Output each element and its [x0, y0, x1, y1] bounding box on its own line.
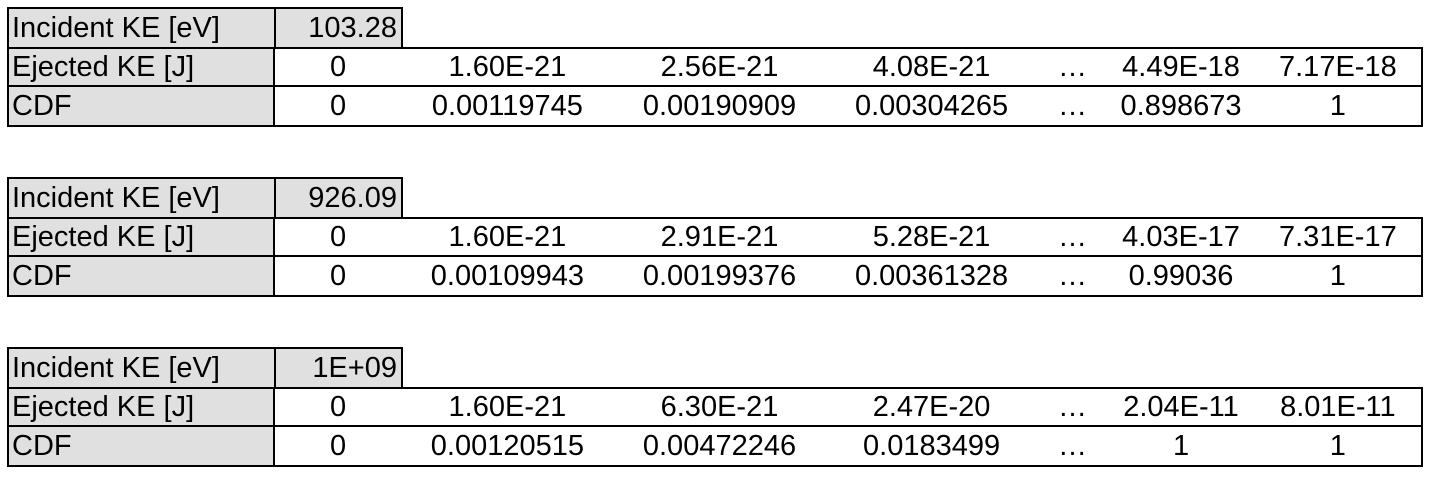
cdf-value[interactable]: 0.00190909	[642, 89, 797, 122]
cdf-value[interactable]: 0.00472246	[642, 429, 797, 462]
incident-label[interactable]: Incident KE [eV]	[7, 347, 276, 387]
cdf-value[interactable]: 0.00199376	[642, 259, 797, 292]
ejected-value[interactable]: 0	[330, 390, 347, 423]
cdf-row: CDF 0 0.00119745 0.00190909 0.00304265 … 0.898…	[7, 85, 1423, 127]
cdf-label[interactable]: CDF	[9, 427, 275, 465]
incident-value[interactable]: 1E+09	[276, 347, 403, 387]
ejected-value[interactable]: 8.01E-11	[1280, 390, 1396, 423]
cdf-value[interactable]: 1	[1329, 429, 1346, 462]
ejected-value[interactable]: …	[1057, 220, 1087, 253]
ejected-value[interactable]: 5.28E-21	[872, 220, 991, 253]
data-table: Incident KE [eV] 926.09 Ejected KE [J] 0 1.6…	[7, 177, 1423, 297]
ejected-value[interactable]: 2.56E-21	[660, 50, 779, 83]
cdf-value[interactable]: 1	[1329, 259, 1346, 292]
ejected-value[interactable]: 7.17E-18	[1279, 50, 1397, 83]
ejected-value[interactable]: …	[1057, 50, 1087, 83]
ejected-label[interactable]: Ejected KE [J]	[9, 219, 275, 255]
cdf-row: CDF 0 0.00109943 0.00199376 0.00361328 … 0.990…	[7, 255, 1423, 297]
ejected-value[interactable]: 6.30E-21	[660, 390, 779, 423]
ejected-row: Ejected KE [J] 0 1.60E-21 2.56E-21 4.08E-21 ……	[7, 47, 1423, 87]
ejected-value[interactable]: 2.91E-21	[660, 220, 779, 253]
cdf-value[interactable]: 0.00361328	[854, 259, 1009, 292]
cdf-value[interactable]: …	[1057, 429, 1087, 462]
incident-value[interactable]: 103.28	[276, 7, 403, 47]
incident-row: Incident KE [eV] 103.28	[7, 7, 403, 47]
cdf-row: CDF 0 0.00120515 0.00472246 0.0183499 … 1 1	[7, 425, 1423, 467]
incident-row: Incident KE [eV] 926.09	[7, 177, 403, 217]
ejected-label[interactable]: Ejected KE [J]	[9, 389, 275, 425]
cdf-value[interactable]: 0	[330, 259, 347, 292]
ejected-value[interactable]: 1.60E-21	[448, 50, 567, 83]
data-table: Incident KE [eV] 1E+09 Ejected KE [J] 0 1.60…	[7, 347, 1423, 467]
cdf-value[interactable]: 0.00120515	[430, 429, 584, 462]
cdf-value[interactable]: 0.99036	[1128, 259, 1234, 292]
ejected-value[interactable]: …	[1057, 390, 1087, 423]
ejected-value[interactable]: 2.04E-11	[1123, 390, 1239, 423]
ejected-value[interactable]: 7.31E-17	[1279, 220, 1397, 253]
cdf-value[interactable]: 0	[330, 429, 347, 462]
incident-label[interactable]: Incident KE [eV]	[7, 177, 276, 217]
cdf-value[interactable]: 1	[1329, 89, 1346, 122]
data-table: Incident KE [eV] 103.28 Ejected KE [J] 0 1.6…	[7, 7, 1423, 127]
ejected-value[interactable]: 4.08E-21	[872, 50, 991, 83]
incident-value[interactable]: 926.09	[276, 177, 403, 217]
ejected-value[interactable]: 1.60E-21	[448, 390, 567, 423]
cdf-value[interactable]: 0	[330, 89, 347, 122]
ejected-value[interactable]: 0	[330, 50, 347, 83]
cdf-value[interactable]: …	[1057, 89, 1087, 122]
cdf-value[interactable]: 0.00119745	[431, 89, 583, 122]
incident-label[interactable]: Incident KE [eV]	[7, 7, 276, 47]
cdf-value[interactable]: 1	[1172, 429, 1190, 462]
ejected-label[interactable]: Ejected KE [J]	[9, 49, 275, 85]
ejected-row: Ejected KE [J] 0 1.60E-21 6.30E-21 2.47E-20 ……	[7, 387, 1423, 427]
ejected-value[interactable]: 4.49E-18	[1122, 50, 1240, 83]
ejected-value[interactable]: 4.03E-17	[1122, 220, 1240, 253]
ejected-value[interactable]: 2.47E-20	[872, 390, 991, 423]
ejected-value[interactable]: 0	[330, 220, 347, 253]
cdf-value[interactable]: 0.00109943	[430, 259, 584, 292]
incident-row: Incident KE [eV] 1E+09	[7, 347, 403, 387]
cdf-value[interactable]: 0.00304265	[854, 89, 1009, 122]
cdf-value[interactable]: …	[1057, 259, 1087, 292]
cdf-label[interactable]: CDF	[9, 257, 275, 295]
cdf-value[interactable]: 0.898673	[1120, 89, 1242, 122]
cdf-label[interactable]: CDF	[9, 87, 275, 125]
cdf-value[interactable]: 0.0183499	[863, 429, 1001, 462]
ejected-row: Ejected KE [J] 0 1.60E-21 2.91E-21 5.28E-21 ……	[7, 217, 1423, 257]
ejected-value[interactable]: 1.60E-21	[448, 220, 567, 253]
